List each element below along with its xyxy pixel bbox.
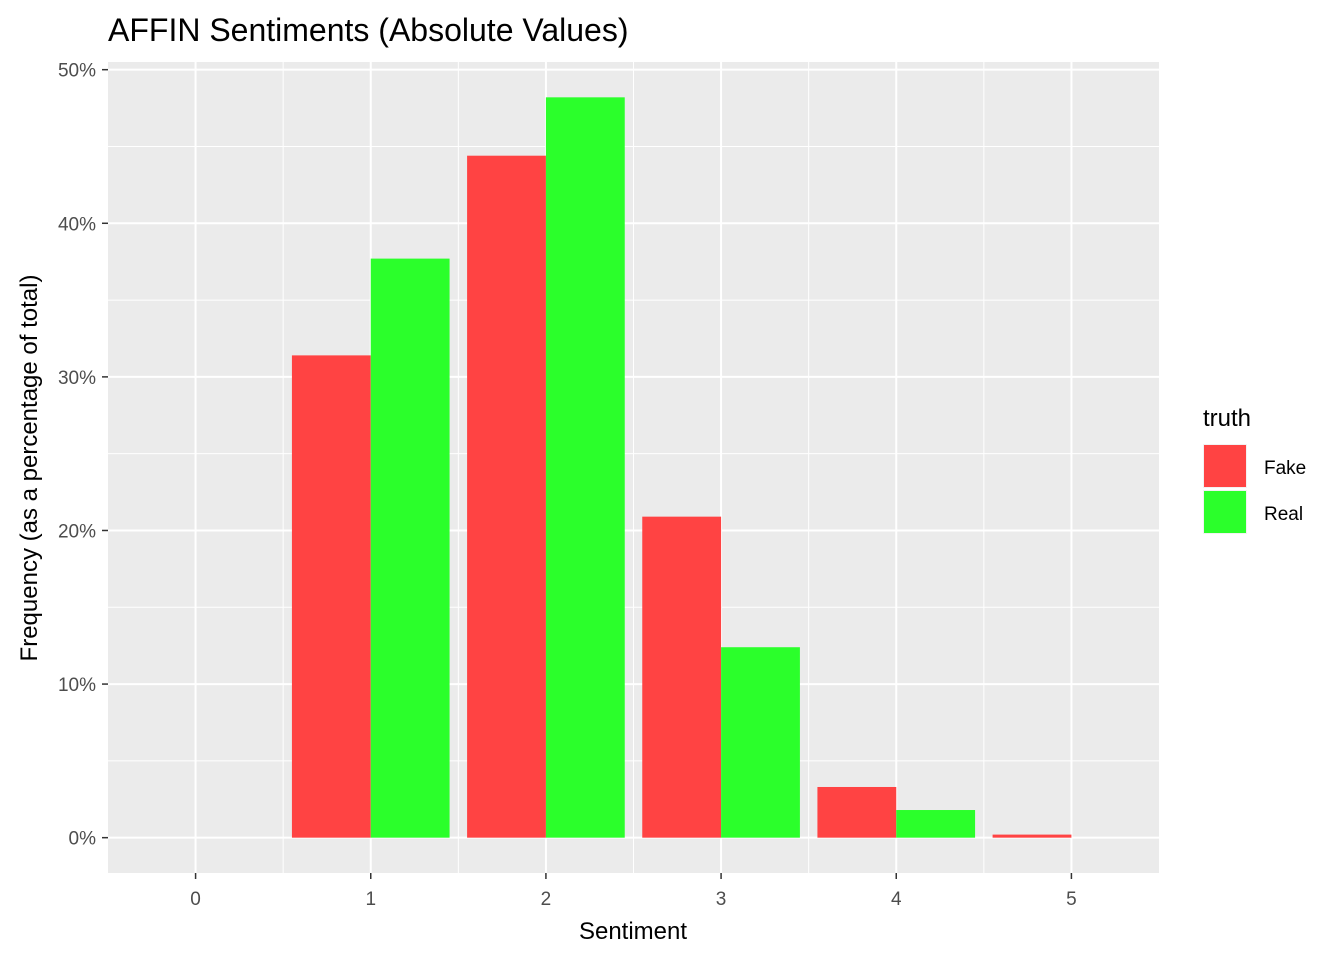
- x-tick-label: 3: [716, 889, 727, 910]
- y-tick-label: 30%: [58, 368, 96, 389]
- bar-fake-1: [291, 355, 371, 838]
- x-tick-label: 5: [1066, 889, 1077, 910]
- x-axis-title: Sentiment: [579, 918, 687, 945]
- bar-real-2: [545, 97, 625, 838]
- y-tick-label: 10%: [58, 675, 96, 696]
- x-tick-label: 2: [541, 889, 552, 910]
- bars: [291, 97, 1072, 838]
- bar-fake-3: [642, 516, 722, 838]
- bar-real-4: [896, 810, 976, 838]
- bar-real-1: [370, 258, 450, 838]
- legend-title: truth: [1203, 405, 1251, 432]
- y-tick-label: 40%: [58, 214, 96, 235]
- x-tick-label: 4: [891, 889, 902, 910]
- x-tick-label: 0: [190, 889, 201, 910]
- bar-fake-2: [467, 155, 546, 838]
- y-tick-label: 20%: [58, 521, 96, 542]
- legend-label-fake: Fake: [1264, 458, 1306, 479]
- x-tick-label: 1: [365, 889, 376, 910]
- bar-fake-4: [817, 786, 897, 838]
- y-tick-label: 50%: [58, 61, 96, 82]
- legend: truth Fake Real: [1203, 405, 1306, 534]
- legend-label-real: Real: [1264, 504, 1303, 525]
- bar-real-3: [721, 647, 800, 838]
- legend-swatch-real: [1204, 491, 1246, 533]
- chart-title: AFFIN Sentiments (Absolute Values): [108, 12, 629, 48]
- axes: 0% 10% 20% 30% 40% 50% 0 1 2 3 4 5: [58, 61, 1077, 910]
- bar-fake-5: [992, 834, 1072, 838]
- y-axis-title: Frequency (as a percentage of total): [16, 275, 43, 662]
- legend-swatch-fake: [1204, 445, 1246, 487]
- y-tick-label: 0%: [69, 829, 97, 850]
